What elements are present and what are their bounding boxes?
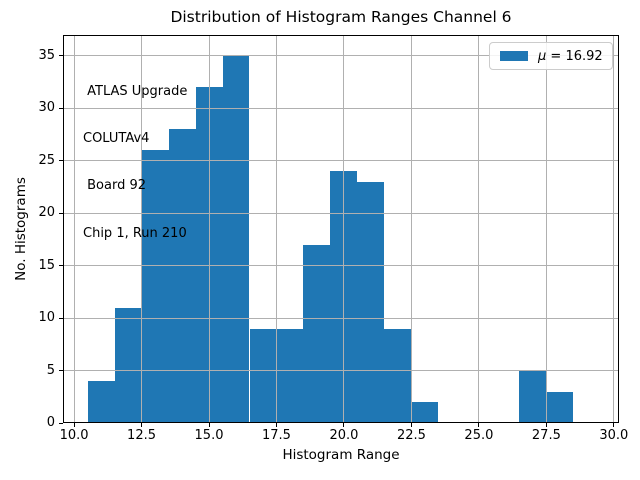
gridline-horizontal (63, 160, 619, 162)
y-tick-mark (59, 107, 63, 109)
legend-value: = 16.92 (546, 48, 603, 64)
x-tick-label: 17.5 (262, 428, 291, 443)
histogram-bar (357, 181, 385, 423)
histogram-bar (546, 391, 574, 423)
x-tick-label: 20.0 (329, 428, 359, 443)
left-spine (63, 35, 64, 423)
gridline-horizontal (63, 55, 619, 57)
gridline-vertical (343, 35, 345, 423)
annotation-line: Chip 1, Run 210 (83, 225, 187, 241)
y-tick-mark (59, 370, 63, 372)
gridline-vertical (275, 35, 277, 423)
y-tick-mark (59, 422, 63, 424)
histogram-bar (87, 381, 115, 423)
x-tick-label: 12.5 (127, 428, 156, 443)
y-tick-label: 5 (46, 362, 55, 378)
y-tick-label: 20 (38, 205, 55, 221)
x-tick-label: 27.5 (531, 428, 561, 443)
gridline-horizontal (63, 212, 619, 214)
chart-title: Distribution of Histogram Ranges Channel… (170, 8, 512, 26)
y-tick-label: 15 (38, 257, 55, 273)
annotation-line: Board 92 (83, 178, 147, 194)
y-tick-label: 10 (38, 310, 55, 326)
y-tick-mark (59, 212, 63, 214)
x-tick-mark (478, 423, 480, 427)
x-tick-mark (275, 423, 277, 427)
histogram-bar (222, 55, 250, 423)
annotation-line: COLUTAv4 (83, 130, 150, 146)
x-tick-label: 25.0 (464, 428, 494, 443)
x-tick-label: 30.0 (599, 428, 629, 443)
y-tick-label: 0 (46, 415, 55, 430)
y-tick-mark (59, 265, 63, 267)
gridline-vertical (478, 35, 480, 423)
y-tick-mark (59, 317, 63, 319)
x-tick-mark (141, 423, 143, 427)
gridline-vertical (613, 35, 615, 423)
gridline-vertical (73, 35, 75, 423)
x-tick-label: 10.0 (59, 428, 89, 443)
legend-color-patch (500, 51, 528, 61)
gridline-vertical (545, 35, 547, 423)
x-axis-label: Histogram Range (282, 447, 400, 463)
y-tick-mark (59, 160, 63, 162)
x-tick-mark (545, 423, 547, 427)
gridline-horizontal (63, 265, 619, 267)
x-tick-label: 15.0 (194, 428, 224, 443)
x-tick-mark (613, 423, 615, 427)
histogram-bar (519, 370, 547, 423)
histogram-bar (276, 328, 304, 423)
x-tick-mark (73, 423, 75, 427)
gridline-vertical (208, 35, 210, 423)
histogram-bar (249, 328, 277, 423)
bottom-spine (63, 422, 619, 423)
histogram-bar (114, 307, 142, 423)
legend-label: μ = 16.92 (538, 49, 603, 64)
top-spine (63, 35, 619, 36)
gridline-horizontal (63, 107, 619, 109)
annotation-line: ATLAS Upgrade (83, 83, 188, 99)
gridline-vertical (141, 35, 143, 423)
histogram-bar (303, 244, 331, 423)
right-spine (618, 35, 619, 423)
plot-area: ATLAS Upgrade COLUTAv4 Board 92 Chip 1, … (38, 35, 628, 443)
annotation-block: ATLAS Upgrade COLUTAv4 Board 92 Chip 1, … (83, 52, 187, 273)
y-tick-label: 30 (38, 100, 55, 116)
legend: μ = 16.92 (489, 42, 613, 70)
histogram-bar (168, 129, 196, 423)
histogram-bar (411, 402, 439, 423)
gridline-horizontal (63, 370, 619, 372)
x-tick-mark (208, 423, 210, 427)
mu-symbol: μ (538, 48, 547, 64)
y-tick-label: 25 (38, 152, 55, 168)
x-tick-mark (343, 423, 345, 427)
x-tick-label: 22.5 (396, 428, 426, 443)
histogram-bar (384, 328, 412, 423)
y-tick-mark (59, 55, 63, 57)
x-tick-mark (410, 423, 412, 427)
gridline-horizontal (63, 317, 619, 319)
histogram-bar (141, 150, 169, 423)
gridline-vertical (410, 35, 412, 423)
y-tick-label: 35 (38, 47, 55, 63)
y-axis-label: No. Histograms (13, 177, 29, 281)
